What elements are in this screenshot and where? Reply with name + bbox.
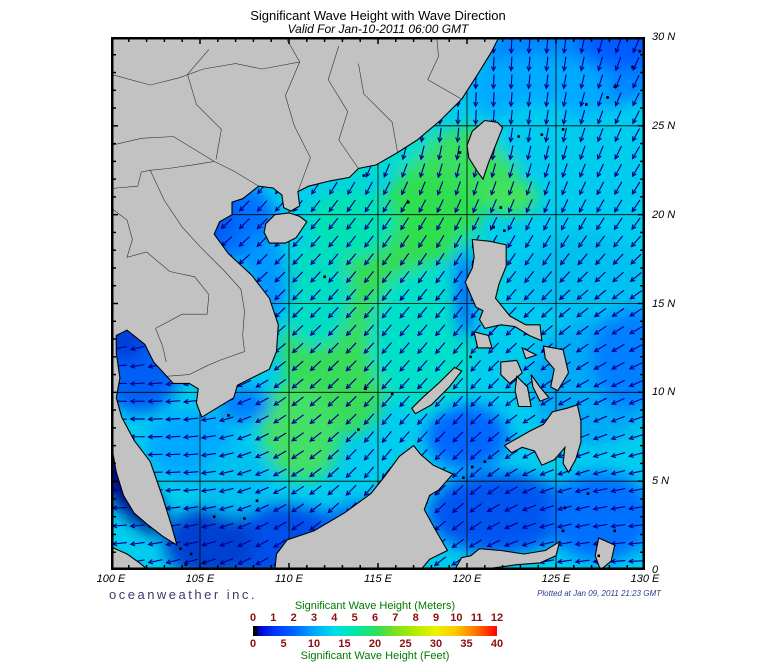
legend-meters-tick: 11 xyxy=(470,612,483,624)
lat-tick-label: 5 N xyxy=(652,475,670,488)
legend-meters-tick: 10 xyxy=(450,612,463,624)
landmass-masbate xyxy=(521,346,538,360)
landmass-luzon xyxy=(464,238,543,342)
map-svg xyxy=(111,37,645,570)
legend-meters-tick: 12 xyxy=(490,612,504,624)
lon-tick-label: 105 E xyxy=(185,573,215,585)
legend-feet-tick: 20 xyxy=(368,638,382,650)
landmass-cebu-bohol xyxy=(530,374,550,402)
legend-feet-tick: 15 xyxy=(338,638,351,650)
colorbar xyxy=(253,626,497,636)
plotted-timestamp: Plotted at Jan 09, 2011 21:23 GMT xyxy=(537,589,661,598)
landmass-asia-mainland xyxy=(111,37,500,547)
lat-tick-label: 15 N xyxy=(652,297,676,310)
lon-tick-label: 115 E xyxy=(364,573,392,585)
landmass-borneo xyxy=(274,444,454,570)
lat-tick-label: 20 N xyxy=(652,208,676,221)
legend-feet-tick: 35 xyxy=(460,638,473,650)
lon-tick-label: 125 E xyxy=(541,573,571,585)
lon-tick-label: 110 E xyxy=(275,573,303,585)
landmass-mindoro xyxy=(473,331,493,349)
landmass-sumatra xyxy=(111,546,150,570)
legend-feet-tick: 30 xyxy=(429,638,443,650)
lon-tick-label: 120 E xyxy=(452,573,482,585)
landmass-taiwan xyxy=(466,119,504,181)
legend-meters-tick: 0 xyxy=(249,612,257,624)
lat-tick-label: 10 N xyxy=(652,386,676,399)
legend-meters-label: Significant Wave Height (Meters) xyxy=(294,600,456,612)
legend-meters-tick: 5 xyxy=(351,612,358,624)
legend-meters-tick: 9 xyxy=(432,612,440,624)
legend-feet-tick: 10 xyxy=(307,638,321,650)
landmass-negros xyxy=(514,375,532,408)
landmass-samar-leyte xyxy=(542,345,570,392)
landmass-halmahera xyxy=(594,537,616,570)
landmass-panay xyxy=(500,359,523,385)
oceanweather-logo: oceanweather inc. xyxy=(109,587,258,602)
legend-meters-tick: 2 xyxy=(290,612,297,624)
wave-map xyxy=(111,37,645,570)
landmass-hainan xyxy=(263,212,308,244)
legend-meters-tick: 8 xyxy=(412,612,419,624)
lon-tick-label: 130 E xyxy=(630,573,660,585)
legend-feet-tick: 25 xyxy=(399,638,412,650)
legend-meters-tick: 1 xyxy=(270,612,277,624)
lat-tick-label: 30 N xyxy=(652,31,676,43)
legend-meters-tick: 6 xyxy=(371,612,379,624)
landmass-palawan xyxy=(411,366,463,415)
legend-feet-label: Significant Wave Height (Feet) xyxy=(300,650,450,662)
lat-tick-label: 0 xyxy=(652,564,659,576)
legend-feet-tick: 40 xyxy=(490,638,504,650)
lon-tick-label: 100 E xyxy=(96,573,126,585)
legend-meters-tick: 4 xyxy=(331,612,338,624)
legend-feet-tick: 5 xyxy=(280,638,287,650)
legend-feet-tick: 0 xyxy=(249,638,257,650)
page-title: Significant Wave Height with Wave Direct… xyxy=(250,8,506,23)
landmass-mindanao xyxy=(503,404,582,474)
valid-time: Valid For Jan-10-2011 06:00 GMT xyxy=(287,22,469,36)
legend-meters-tick: 3 xyxy=(310,612,318,624)
lat-tick-label: 25 N xyxy=(652,119,676,132)
legend-meters-tick: 7 xyxy=(392,612,399,624)
